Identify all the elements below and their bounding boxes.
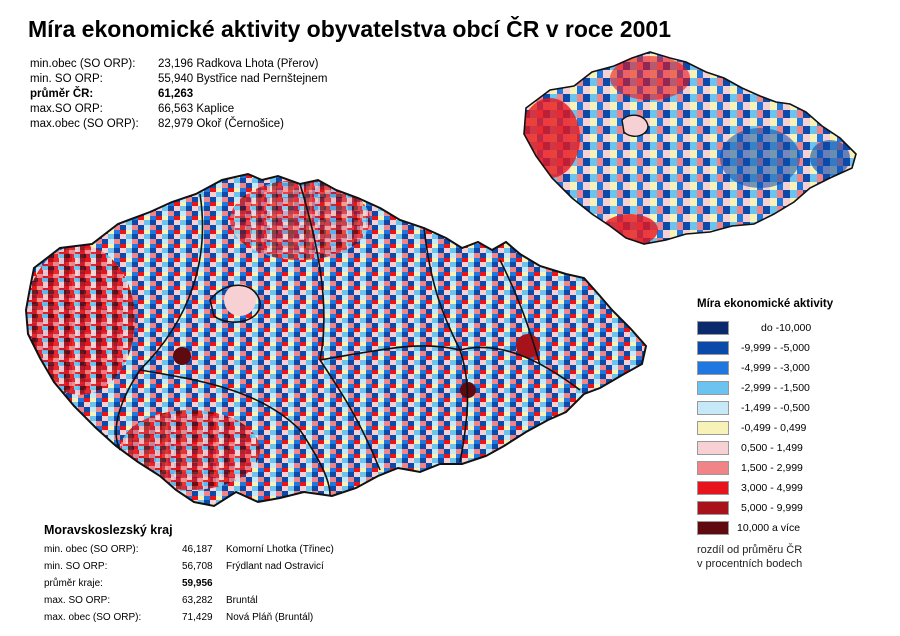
region-title: Moravskoslezský kraj (44, 523, 173, 537)
region-stat-number: 71,429 (182, 612, 213, 623)
legend-swatch (697, 321, 729, 335)
legend-item: do -10,000 (697, 318, 833, 338)
region-stat-place: Komorní Lhotka (Třinec) (226, 544, 334, 555)
legend-label: 3,000 - 4,999 (741, 482, 803, 494)
region-stat-row: průměr kraje: 59,956 (44, 575, 334, 592)
legend-swatch (697, 481, 729, 495)
cz-stat-row: min.obec (SO ORP): 23,196 Radkova Lhota (… (30, 57, 327, 72)
region-stat-place: Nová Pláň (Bruntál) (226, 612, 314, 623)
region-stat-row: min. SO ORP: 56,708 Frýdlant nad Ostravicí (44, 558, 334, 575)
legend-footnote-line2: v procentních bodech (697, 558, 803, 570)
cz-stat-value: 55,940 Bystřice nad Pernštejnem (158, 73, 328, 85)
region-stat-number: 59,956 (182, 578, 213, 589)
region-stat-row: max. SO ORP: 63,282 Bruntál (44, 592, 334, 609)
legend-item: -9,999 - -5,000 (697, 338, 833, 358)
cz-stat-value: 82,979 Okoř (Černošice) (158, 118, 284, 130)
cz-stat-label: min.obec (SO ORP): (30, 58, 136, 70)
cz-stat-value: 66,563 Kaplice (158, 103, 235, 115)
legend-item: 3,000 - 4,999 (697, 478, 833, 498)
region-stat-number: 46,187 (182, 544, 213, 555)
legend-item: 10,000 a více (697, 518, 833, 538)
legend-item: 5,000 - 9,999 (697, 498, 833, 518)
cz-stat-value: 23,196 Radkova Lhota (Přerov) (158, 58, 319, 70)
legend-item: -1,499 - -0,500 (697, 398, 833, 418)
main-choropleth-map (24, 172, 648, 508)
region-stat-number: 63,282 (182, 595, 213, 606)
legend-swatch (697, 401, 729, 415)
cz-stat-row: min. SO ORP: 55,940 Bystřice nad Pernštej… (30, 72, 327, 87)
legend-item: -4,999 - -3,000 (697, 358, 833, 378)
legend-label: -0,499 - 0,499 (741, 422, 807, 434)
legend-swatch (697, 341, 729, 355)
region-stat-row: min. obec (SO ORP): 46,187 Komorní Lhotka … (44, 541, 334, 558)
legend-label: 0,500 - 1,499 (741, 442, 803, 454)
cz-stat-label: min. SO ORP: (30, 73, 103, 85)
legend-swatch (697, 461, 729, 475)
cz-stat-label: max.obec (SO ORP): (30, 118, 139, 130)
region-stat-label: min. SO ORP: (44, 561, 108, 572)
region-stat-rows: min. obec (SO ORP): 46,187 Komorní Lhotka … (44, 541, 334, 626)
map-title: Míra ekonomické aktivity obyvatelstva ob… (28, 16, 672, 42)
legend-label: -1,499 - -0,500 (741, 402, 810, 414)
region-statistics: Moravskoslezský kraj min. obec (SO ORP):… (44, 522, 334, 626)
cz-stat-row: průměr ČR: 61,263 (30, 87, 327, 102)
legend-label: 5,000 - 9,999 (741, 502, 803, 514)
legend-footnote-line1: rozdíl od průměru ČR (697, 544, 803, 556)
region-stat-place: Bruntál (226, 595, 258, 606)
cz-stat-value: 61,263 (158, 88, 194, 100)
legend-footnote: rozdíl od průměru ČR v procentních bodec… (697, 543, 833, 571)
legend-item: 0,500 - 1,499 (697, 438, 833, 458)
inset-choropleth-map (523, 51, 857, 245)
region-stat-row: max. obec (SO ORP): 71,429 Nová Pláň (Brun… (44, 609, 334, 626)
legend-swatch (697, 421, 729, 435)
legend-label: 1,500 - 2,999 (741, 462, 803, 474)
cz-stat-row: max.SO ORP: 66,563 Kaplice (30, 102, 327, 117)
legend-swatch (697, 521, 729, 535)
cz-stat-row: max.obec (SO ORP): 82,979 Okoř (Černošice… (30, 117, 327, 132)
map-legend: Míra ekonomické aktivity do -10,000 -9,99… (697, 298, 833, 571)
region-stat-place: Frýdlant nad Ostravicí (226, 561, 324, 572)
cz-stat-label: max.SO ORP: (30, 103, 103, 115)
region-stat-label: min. obec (SO ORP): (44, 544, 139, 555)
legend-item: 1,500 - 2,999 (697, 458, 833, 478)
legend-title: Míra ekonomické aktivity (697, 298, 834, 310)
cz-stat-label: průměr ČR: (30, 88, 94, 100)
legend-label: do -10,000 (761, 322, 812, 334)
legend-label: 10,000 a více (737, 522, 801, 534)
legend-label: -9,999 - -5,000 (741, 342, 810, 354)
legend-swatch (697, 501, 729, 515)
region-stat-label: max. SO ORP: (44, 595, 111, 606)
region-stat-label: průměr kraje: (44, 578, 103, 589)
region-stat-label: max. obec (SO ORP): (44, 612, 142, 623)
legend-label: -2,999 - -1,500 (741, 382, 810, 394)
legend-swatch (697, 361, 729, 375)
region-stat-number: 56,708 (182, 561, 213, 572)
legend-swatch (697, 441, 729, 455)
legend-item: -0,499 - 0,499 (697, 418, 833, 438)
legend-items: do -10,000 -9,999 - -5,000 -4,999 - -3,000… (697, 318, 833, 538)
legend-item: -2,999 - -1,500 (697, 378, 833, 398)
legend-swatch (697, 381, 729, 395)
cz-statistics: min.obec (SO ORP): 23,196 Radkova Lhota (… (30, 57, 327, 132)
legend-label: -4,999 - -3,000 (741, 362, 810, 374)
